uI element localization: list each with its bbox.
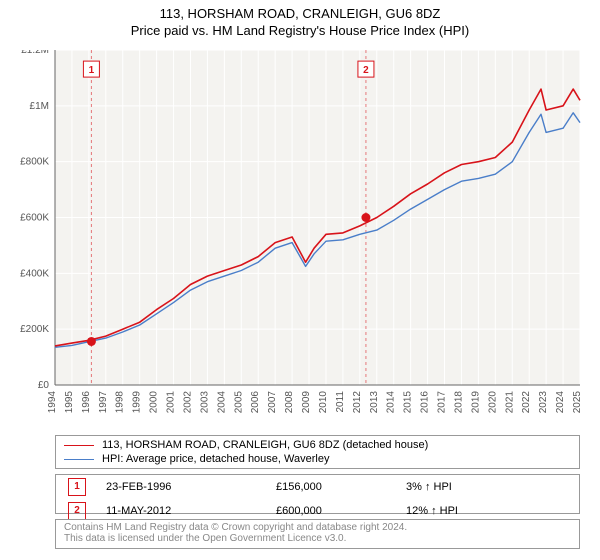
x-tick-label: 2006 <box>250 391 261 414</box>
x-tick-label: 1999 <box>132 391 143 414</box>
x-tick-label: 2025 <box>572 391 583 414</box>
record-badge: 1 <box>68 478 86 496</box>
sale-marker <box>361 213 370 222</box>
legend-swatch-property <box>64 445 94 446</box>
legend-label-property: 113, HORSHAM ROAD, CRANLEIGH, GU6 8DZ (d… <box>102 439 428 451</box>
x-tick-label: 2002 <box>182 391 193 414</box>
x-tick-label: 2001 <box>166 391 177 414</box>
x-tick-label: 1994 <box>47 391 58 414</box>
x-tick-label: 2022 <box>521 391 532 414</box>
record-price: £156,000 <box>276 481 406 493</box>
x-tick-label: 2004 <box>216 391 227 414</box>
x-tick-label: 2010 <box>318 391 329 414</box>
y-tick-label: £600K <box>20 213 49 224</box>
x-tick-label: 2015 <box>403 391 414 414</box>
record-badge: 2 <box>68 502 86 520</box>
record-date: 11-MAY-2012 <box>106 505 276 517</box>
x-tick-label: 2014 <box>386 391 397 414</box>
x-tick-label: 2021 <box>504 391 515 414</box>
x-tick-label: 2023 <box>538 391 549 414</box>
x-tick-label: 2000 <box>149 391 160 414</box>
x-tick-label: 2011 <box>335 391 346 413</box>
x-tick-label: 1998 <box>115 391 126 414</box>
chart-title-1: 113, HORSHAM ROAD, CRANLEIGH, GU6 8DZ <box>0 0 600 21</box>
x-tick-label: 2017 <box>437 391 448 414</box>
legend-label-hpi: HPI: Average price, detached house, Wave… <box>102 453 329 465</box>
x-tick-label: 2008 <box>284 391 295 414</box>
x-tick-label: 2005 <box>233 391 244 414</box>
record-delta: 3% ↑ HPI <box>406 481 452 493</box>
y-tick-label: £800K <box>20 157 49 168</box>
x-tick-label: 2019 <box>470 391 481 414</box>
price-chart: £0 £200K £400K £600K £800K £1M £1.2M 1994 1995 19… <box>0 50 600 435</box>
x-tick-label: 2009 <box>301 391 312 414</box>
x-tick-label: 2016 <box>420 391 431 414</box>
sale-marker-badge-text: 2 <box>363 65 369 76</box>
legend: 113, HORSHAM ROAD, CRANLEIGH, GU6 8DZ (d… <box>55 435 580 469</box>
x-tick-label: 1997 <box>98 391 109 414</box>
y-tick-label: £0 <box>38 380 50 391</box>
y-tick-label: £400K <box>20 268 49 279</box>
x-tick-label: 2020 <box>487 391 498 414</box>
record-delta: 12% ↑ HPI <box>406 505 458 517</box>
y-tick-label: £200K <box>20 324 49 335</box>
record-price: £600,000 <box>276 505 406 517</box>
x-tick-label: 1995 <box>64 391 75 414</box>
x-tick-label: 2007 <box>267 391 278 414</box>
x-tick-label: 2018 <box>453 391 464 414</box>
record-row: 1 23-FEB-1996£156,0003% ↑ HPI <box>56 475 579 499</box>
legend-swatch-hpi <box>64 459 94 460</box>
x-tick-label: 2003 <box>199 391 210 414</box>
y-tick-label: £1M <box>30 101 49 112</box>
footer-line: This data is licensed under the Open Gov… <box>64 533 571 544</box>
sale-marker-badge-text: 1 <box>89 65 95 76</box>
x-tick-label: 2012 <box>352 391 363 414</box>
record-date: 23-FEB-1996 <box>106 481 276 493</box>
x-tick-label: 2013 <box>369 391 380 414</box>
x-tick-label: 1996 <box>81 391 92 414</box>
footer-line: Contains HM Land Registry data © Crown c… <box>64 522 571 533</box>
attribution-footer: Contains HM Land Registry data © Crown c… <box>55 519 580 549</box>
x-tick-label: 2024 <box>555 391 566 414</box>
chart-title-2: Price paid vs. HM Land Registry's House … <box>0 21 600 38</box>
sale-marker <box>87 337 96 346</box>
sale-records: 123-FEB-1996£156,0003% ↑ HPI211-MAY-2012… <box>55 474 580 514</box>
y-tick-label: £1.2M <box>21 50 49 56</box>
